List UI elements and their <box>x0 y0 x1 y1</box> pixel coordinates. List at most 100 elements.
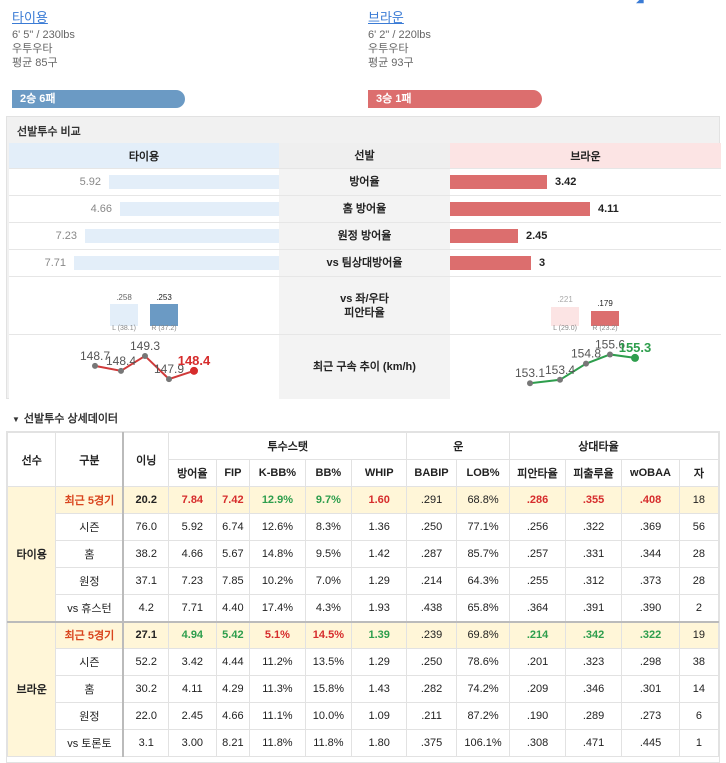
table-row: 브라운 최근 5경기 27.1 4.94 5.42 5.1% 14.5% 1.39.239 69… <box>7 620 719 757</box>
stat-cell: 10.0% <box>304 702 353 730</box>
col-header: LOB% <box>455 459 511 487</box>
stat-cell: 4.3% <box>304 594 353 622</box>
stat-cell: 6.74 <box>215 513 251 541</box>
top-accent-mark: ◢ <box>636 0 644 5</box>
table-row: 타이용 최근 5경기 20.2 7.84 7.42 12.9% 9.7% 1.60.291 68… <box>7 486 719 622</box>
section-title: 선발투수 비교 <box>17 126 81 138</box>
stat-cell: .282 <box>406 675 457 703</box>
details-table: 선수 구분 이닝 투수스탯 운 상대타율 방어율 FIP K-BB% BB% WHIP B… <box>7 432 719 757</box>
header-left: 타이용 <box>9 143 279 168</box>
col-header: 피출루율 <box>564 459 623 487</box>
stat-cell: 7.85 <box>215 567 251 595</box>
pitcher-name-link[interactable]: 타이용 <box>12 10 48 25</box>
stat-cell: 8.3% <box>304 513 353 541</box>
stat-cell: .256 <box>509 513 566 541</box>
col-player-header: 선수 <box>7 432 57 487</box>
table-row: 시즌 52.2 3.42 4.44 11.2% 13.5% 1.29.250 78.6% .20… <box>8 648 719 676</box>
split-left-r-sub: R (37.2) <box>151 325 177 332</box>
stat-cell: .250 <box>406 648 457 676</box>
col-header: 피안타율 <box>509 459 566 487</box>
comparison-right-bar <box>450 256 531 270</box>
details-table-wrapper[interactable]: 선수 구분 이닝 투수스탯 운 상대타율 방어율 FIP K-BB% BB% WHIP B… <box>6 431 720 763</box>
pitcher-comparison-section: 선발투수 비교 타이용 선발 브라운 5.92 방어율 3.42 4.66 홈 방어율 4… <box>6 116 721 399</box>
comparison-table: 타이용 선발 브라운 5.92 방어율 3.42 4.66 홈 방어율 4.11 7.23 원… <box>9 143 721 399</box>
stat-cell: 1.42 <box>351 540 408 568</box>
stat-cell: .239 <box>406 620 457 649</box>
split-cell: vs 휴스턴 <box>55 594 124 622</box>
stat-cell: 4.40 <box>215 594 251 622</box>
split-cell: 홈 <box>55 675 124 703</box>
col-split-header: 구분 <box>55 432 124 487</box>
velocity-point <box>92 362 98 369</box>
comparison-left-value: 7.23 <box>55 230 77 242</box>
pitcher-name-link[interactable]: 브라운 <box>368 10 404 25</box>
stat-cell: 14.5% <box>304 620 353 649</box>
comparison-right-bar <box>450 229 518 243</box>
col-header: FIP <box>215 459 251 487</box>
stat-cell: 68.8% <box>455 486 511 514</box>
stat-cell: 5.1% <box>249 620 306 649</box>
stat-cell: .273 <box>621 702 680 730</box>
split-right: .221 L (29.0) .179 R (23.2) <box>450 277 721 334</box>
stat-cell: .211 <box>406 702 457 730</box>
split-cell: 최근 5경기 <box>55 486 124 514</box>
comparison-right-value: 3 <box>539 257 546 269</box>
comparison-left-bar <box>120 202 279 216</box>
table-row: 시즌 76.0 5.92 6.74 12.6% 8.3% 1.36.250 77.1% .256… <box>8 513 719 541</box>
col-header: 자 <box>678 459 719 487</box>
stat-cell: 4.66 <box>168 540 217 568</box>
stat-cell: .408 <box>621 486 680 514</box>
col-header: WHIP <box>351 459 408 487</box>
stat-cell: 18 <box>678 486 719 514</box>
stat-cell: .445 <box>621 729 680 757</box>
comparison-label: 원정 방어율 <box>279 223 450 249</box>
stat-cell: 2.45 <box>168 702 217 730</box>
pitcher-avg-pitches: 평균 93구 <box>368 57 414 69</box>
stat-cell: 17.4% <box>249 594 306 622</box>
table-row: 홈 30.2 4.11 4.29 11.3% 15.8% 1.43.282 74.2% .209… <box>8 675 719 703</box>
velocity-label: 148.7 <box>80 349 110 363</box>
stat-cell: .287 <box>406 540 457 568</box>
stat-cell: 74.2% <box>455 675 511 703</box>
record-badge-right: 3승 1패 <box>368 90 542 108</box>
stat-cell: 64.3% <box>455 567 511 595</box>
comparison-right: 3 <box>450 250 721 276</box>
stat-cell: .201 <box>509 648 566 676</box>
split-right-l-bar <box>551 307 579 326</box>
col-header: K-BB% <box>249 459 306 487</box>
stat-cell: 106.1% <box>455 729 511 757</box>
stat-cell: .322 <box>564 513 623 541</box>
stat-cell: 1.39 <box>351 620 408 649</box>
group-opp-header: 상대타율 <box>509 432 719 460</box>
stat-cell: .214 <box>509 620 566 649</box>
velocity-point <box>166 376 172 383</box>
velocity-label: 153.4 <box>545 363 575 377</box>
comparison-label: 방어율 <box>279 169 450 195</box>
stat-cell: 10.2% <box>249 567 306 595</box>
player-name-cell[interactable]: 브라운 <box>7 620 57 757</box>
stat-cell: 4.29 <box>215 675 251 703</box>
velocity-row: 148.7 148.4 149.3 147.9 148.4 최근 구속 추이 (km/h… <box>9 335 721 399</box>
stat-cell: .289 <box>564 702 623 730</box>
velocity-point <box>631 353 639 362</box>
pitcher-card-right: 브라운 6' 2" / 220lbs 우투우타 평균 93구 <box>368 8 568 70</box>
velocity-label: 147.9 <box>154 362 184 376</box>
stat-cell: .250 <box>406 513 457 541</box>
stat-cell: .438 <box>406 594 457 622</box>
group-luck-header: 운 <box>406 432 511 460</box>
comparison-row: 4.66 홈 방어율 4.11 <box>9 196 721 223</box>
stat-cell: .308 <box>509 729 566 757</box>
innings-cell: 76.0 <box>122 513 170 541</box>
stat-cell: 7.0% <box>304 567 353 595</box>
stat-cell: 56 <box>678 513 719 541</box>
velocity-point <box>527 380 533 387</box>
stat-cell: 7.84 <box>168 486 217 514</box>
stat-cell: .373 <box>621 567 680 595</box>
player-name-cell[interactable]: 타이용 <box>7 486 57 622</box>
split-cell: 시즌 <box>55 648 124 676</box>
details-section-title[interactable]: ▼ 선발투수 상세데이터 <box>12 410 118 426</box>
stat-cell: 19 <box>678 620 719 649</box>
collapse-triangle-icon[interactable]: ▼ <box>12 415 20 424</box>
pitcher-hand: 우투우타 <box>12 43 53 55</box>
velocity-left: 148.7 148.4 149.3 147.9 148.4 <box>9 335 279 399</box>
